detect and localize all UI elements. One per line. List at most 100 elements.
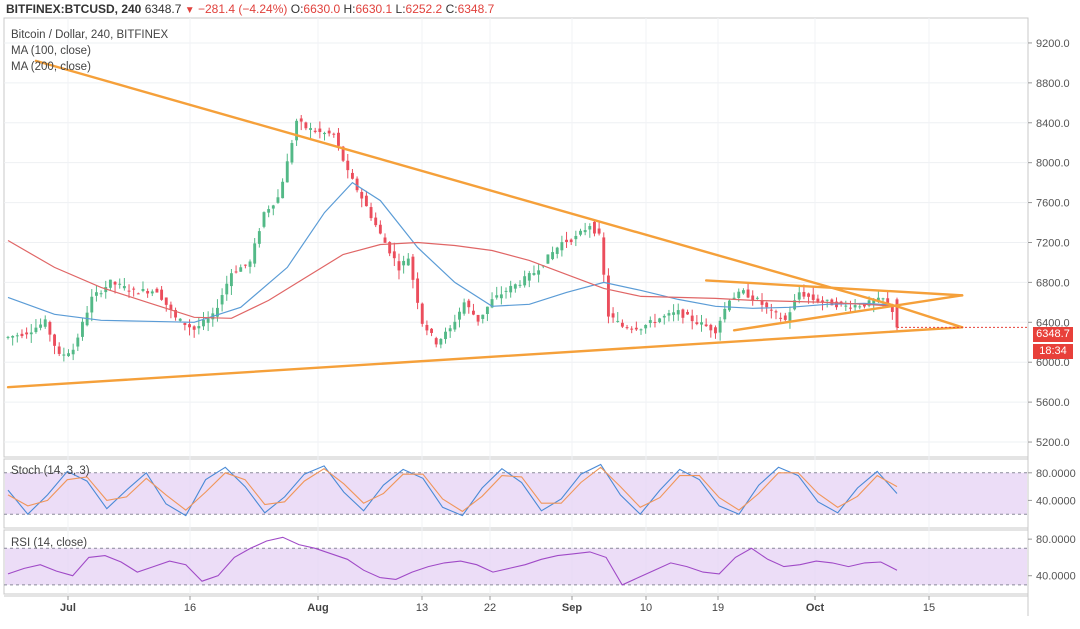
- candle[interactable]: [313, 127, 317, 134]
- candle[interactable]: [150, 289, 154, 297]
- ma100-line[interactable]: [7, 181, 898, 323]
- candle[interactable]: [295, 118, 299, 146]
- candle[interactable]: [57, 342, 61, 357]
- candle[interactable]: [192, 325, 196, 338]
- candle[interactable]: [225, 275, 229, 301]
- candle[interactable]: [67, 349, 70, 357]
- candle[interactable]: [579, 228, 582, 237]
- candle[interactable]: [495, 286, 499, 300]
- candle[interactable]: [490, 292, 494, 309]
- candle[interactable]: [411, 253, 415, 289]
- candle[interactable]: [392, 242, 396, 267]
- price-pane[interactable]: [3, 17, 1029, 458]
- candle[interactable]: [346, 153, 350, 179]
- trendline[interactable]: [34, 59, 899, 308]
- candle[interactable]: [509, 280, 513, 298]
- candle[interactable]: [81, 317, 84, 341]
- symbol-name[interactable]: BITFINEX:BTCUSD, 240: [6, 2, 142, 16]
- candle[interactable]: [476, 314, 480, 326]
- candle[interactable]: [606, 268, 610, 324]
- candle[interactable]: [551, 246, 555, 261]
- candle[interactable]: [62, 347, 66, 362]
- candle[interactable]: [183, 322, 187, 331]
- candle[interactable]: [439, 338, 443, 349]
- candle[interactable]: [164, 297, 168, 312]
- candle[interactable]: [849, 300, 852, 313]
- candle[interactable]: [555, 246, 559, 259]
- candle[interactable]: [239, 264, 243, 272]
- candle[interactable]: [644, 324, 648, 334]
- candle[interactable]: [71, 343, 75, 361]
- candle[interactable]: [704, 318, 708, 327]
- candle[interactable]: [727, 299, 731, 312]
- candle[interactable]: [118, 278, 122, 289]
- candle[interactable]: [360, 188, 364, 208]
- candle[interactable]: [611, 307, 615, 323]
- candle[interactable]: [397, 253, 401, 280]
- candle[interactable]: [39, 318, 43, 331]
- candle[interactable]: [146, 288, 150, 298]
- candle[interactable]: [513, 283, 517, 293]
- candle[interactable]: [323, 131, 326, 141]
- candle[interactable]: [136, 292, 140, 295]
- candle[interactable]: [318, 121, 322, 139]
- candle[interactable]: [34, 319, 38, 334]
- candle[interactable]: [122, 277, 126, 291]
- candle[interactable]: [458, 307, 461, 328]
- candle[interactable]: [504, 287, 508, 299]
- candle[interactable]: [569, 238, 573, 245]
- candle[interactable]: [895, 297, 899, 331]
- candle[interactable]: [132, 286, 136, 297]
- candle[interactable]: [648, 316, 652, 328]
- candle[interactable]: [667, 309, 671, 322]
- candle[interactable]: [6, 335, 10, 340]
- candle[interactable]: [309, 122, 312, 139]
- candle[interactable]: [267, 205, 271, 218]
- candle[interactable]: [793, 294, 797, 311]
- candle[interactable]: [104, 280, 108, 299]
- candle[interactable]: [583, 222, 587, 236]
- candle[interactable]: [76, 333, 80, 351]
- candle[interactable]: [369, 202, 373, 221]
- candle[interactable]: [25, 327, 29, 339]
- candle[interactable]: [11, 335, 15, 346]
- candle[interactable]: [29, 324, 33, 343]
- candle[interactable]: [676, 303, 680, 321]
- candle[interactable]: [662, 314, 666, 325]
- candle[interactable]: [462, 298, 466, 316]
- candle[interactable]: [15, 332, 19, 343]
- candle[interactable]: [434, 336, 438, 348]
- candle[interactable]: [565, 231, 568, 248]
- candle[interactable]: [499, 286, 503, 305]
- candle[interactable]: [560, 235, 564, 257]
- candle[interactable]: [653, 313, 657, 328]
- candle[interactable]: [127, 284, 131, 298]
- trendline[interactable]: [895, 305, 964, 329]
- candle[interactable]: [108, 279, 112, 292]
- candle[interactable]: [206, 311, 210, 332]
- candle[interactable]: [783, 312, 787, 322]
- candle[interactable]: [811, 287, 815, 304]
- stoch-legend[interactable]: Stoch (14, 3, 3): [11, 465, 90, 477]
- candle[interactable]: [672, 304, 676, 322]
- candle[interactable]: [364, 190, 368, 207]
- candle[interactable]: [285, 153, 289, 183]
- candle[interactable]: [141, 281, 145, 293]
- candle[interactable]: [304, 121, 308, 131]
- candle[interactable]: [695, 315, 699, 326]
- candle[interactable]: [518, 280, 522, 288]
- candle[interactable]: [48, 320, 52, 342]
- candle[interactable]: [90, 289, 94, 322]
- candle[interactable]: [788, 306, 792, 329]
- candle[interactable]: [620, 319, 624, 328]
- candle[interactable]: [690, 309, 694, 330]
- candle[interactable]: [160, 286, 164, 301]
- candle[interactable]: [327, 127, 331, 137]
- candle[interactable]: [537, 263, 541, 283]
- candle[interactable]: [257, 228, 261, 248]
- candle[interactable]: [714, 325, 717, 339]
- candle[interactable]: [332, 132, 336, 138]
- candle[interactable]: [229, 269, 233, 295]
- candle[interactable]: [420, 302, 424, 327]
